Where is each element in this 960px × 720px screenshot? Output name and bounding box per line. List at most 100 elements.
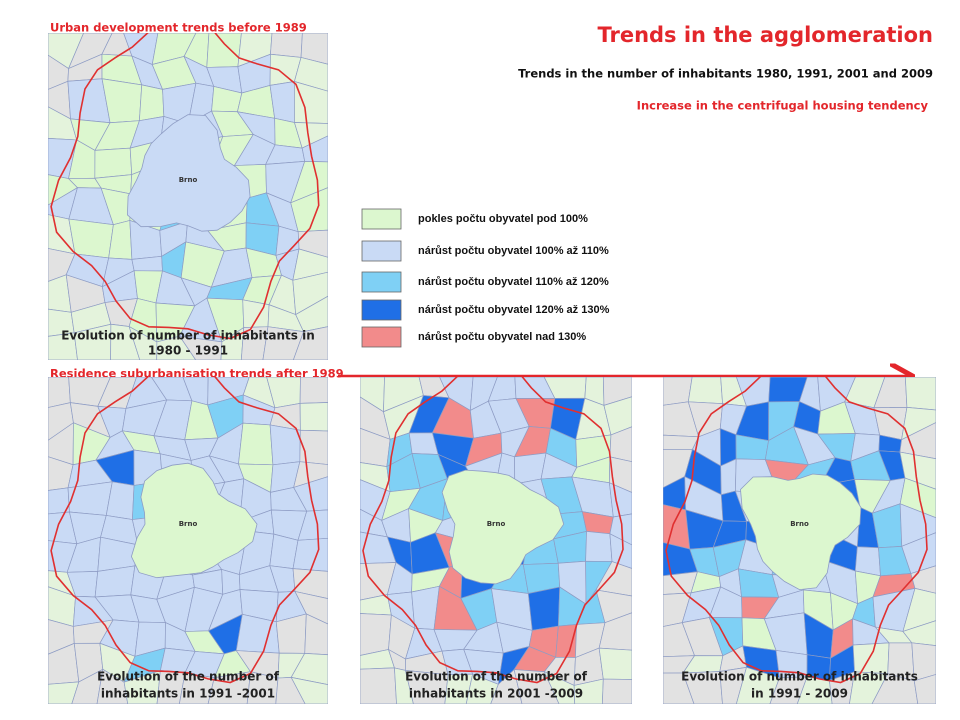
municipality xyxy=(465,673,499,704)
map-body: Brno xyxy=(663,377,936,704)
municipality xyxy=(293,122,328,149)
municipality xyxy=(269,424,301,466)
municipality xyxy=(110,323,141,360)
municipality xyxy=(300,33,328,65)
municipality xyxy=(67,481,113,516)
map-body: Brno xyxy=(48,377,328,704)
municipality xyxy=(527,586,561,631)
section-label: Urban development trends before 1989 xyxy=(50,21,307,35)
municipality xyxy=(304,613,328,656)
legend-swatch xyxy=(361,299,402,321)
municipality xyxy=(207,671,251,704)
municipality xyxy=(290,652,328,685)
agglomeration-boundary xyxy=(50,33,320,340)
municipality xyxy=(595,589,632,624)
city-label: Brno xyxy=(179,176,198,184)
legend-label: pokles počtu obyvatel pod 100% xyxy=(418,213,588,225)
legend-swatch xyxy=(361,208,402,230)
municipality xyxy=(73,323,112,360)
municipality xyxy=(293,56,328,92)
municipality xyxy=(901,406,936,441)
municipality xyxy=(609,513,632,546)
municipality xyxy=(444,673,474,704)
municipality xyxy=(555,624,577,658)
municipality xyxy=(301,135,328,163)
municipality xyxy=(270,33,303,58)
municipality xyxy=(123,670,161,704)
municipality xyxy=(603,396,632,436)
municipality xyxy=(139,84,165,122)
municipality xyxy=(543,671,576,704)
municipality xyxy=(595,561,632,597)
municipality xyxy=(238,422,274,466)
municipality xyxy=(902,587,936,632)
map-caption: inhabitants in 1991 -2001 xyxy=(101,687,275,701)
map-body: Brno xyxy=(48,33,328,360)
municipality xyxy=(899,422,936,460)
municipality xyxy=(96,668,129,704)
map: Brno Evolution of the number of inhabitant… xyxy=(48,377,328,704)
map: Brno Evolution of number of inhabitants i… xyxy=(48,33,328,360)
map: Brno Evolution of the number of inhabitant… xyxy=(360,377,632,704)
city-label: Brno xyxy=(179,520,198,528)
city xyxy=(740,473,862,591)
city-label: Brno xyxy=(487,520,506,528)
city-label: Brno xyxy=(790,520,809,528)
municipality xyxy=(292,537,328,572)
legend-label: nárůst počtu obyvatel 100% až 110% xyxy=(418,245,609,257)
municipality xyxy=(299,377,328,404)
municipality xyxy=(663,377,693,406)
municipality xyxy=(871,673,919,704)
municipality xyxy=(48,681,80,704)
municipality xyxy=(609,426,632,463)
municipality xyxy=(663,672,695,704)
municipality xyxy=(295,295,328,333)
municipality xyxy=(94,147,133,179)
municipality xyxy=(246,671,279,704)
municipality xyxy=(735,666,780,704)
municipality xyxy=(178,335,223,360)
municipality xyxy=(292,271,328,316)
municipality xyxy=(275,676,306,704)
map-caption: Evolution of the number of xyxy=(405,670,588,684)
municipality xyxy=(68,218,114,259)
municipality xyxy=(902,620,936,647)
municipality xyxy=(573,678,604,704)
municipality xyxy=(128,325,158,360)
map-caption: Evolution of number of inhabitants in xyxy=(61,329,315,343)
city xyxy=(441,469,565,585)
municipality xyxy=(290,161,328,204)
municipality xyxy=(71,668,104,704)
legend-label: nárůst počtu obyvatel 110% až 120% xyxy=(418,276,609,288)
map-caption: in 1991 - 2009 xyxy=(751,687,848,701)
title: Trends in the agglomeration xyxy=(597,23,933,47)
legend-swatch xyxy=(361,271,402,293)
legend-swatch xyxy=(361,240,402,262)
map-caption: Evolution of number of inhabitants xyxy=(681,670,918,684)
municipality xyxy=(609,533,632,569)
legend: pokles počtu obyvatel pod 100% nárůst poč… xyxy=(361,208,610,348)
map-caption: inhabitants in 2001 -2009 xyxy=(409,687,583,701)
city xyxy=(130,462,258,579)
municipality xyxy=(299,402,328,432)
municipality xyxy=(585,531,613,562)
municipality xyxy=(598,612,632,651)
municipality xyxy=(769,676,808,704)
municipality xyxy=(94,565,136,598)
municipality xyxy=(609,456,632,493)
legend-label: nárůst počtu obyvatel nad 130% xyxy=(418,331,586,343)
agglomeration-boundary xyxy=(50,377,320,684)
municipality xyxy=(48,377,71,408)
municipality xyxy=(299,429,328,465)
municipality xyxy=(297,509,328,541)
municipality xyxy=(293,461,328,488)
map: Brno Evolution of number of inhabitants in… xyxy=(663,377,936,704)
municipality xyxy=(48,332,78,360)
municipality xyxy=(240,326,269,360)
maps: Brno Evolution of number of inhabitants i… xyxy=(48,33,936,704)
legend-label: nárůst počtu obyvatel 120% až 130% xyxy=(418,304,610,316)
municipality xyxy=(156,335,197,360)
municipality xyxy=(904,377,936,411)
municipality xyxy=(687,377,723,405)
